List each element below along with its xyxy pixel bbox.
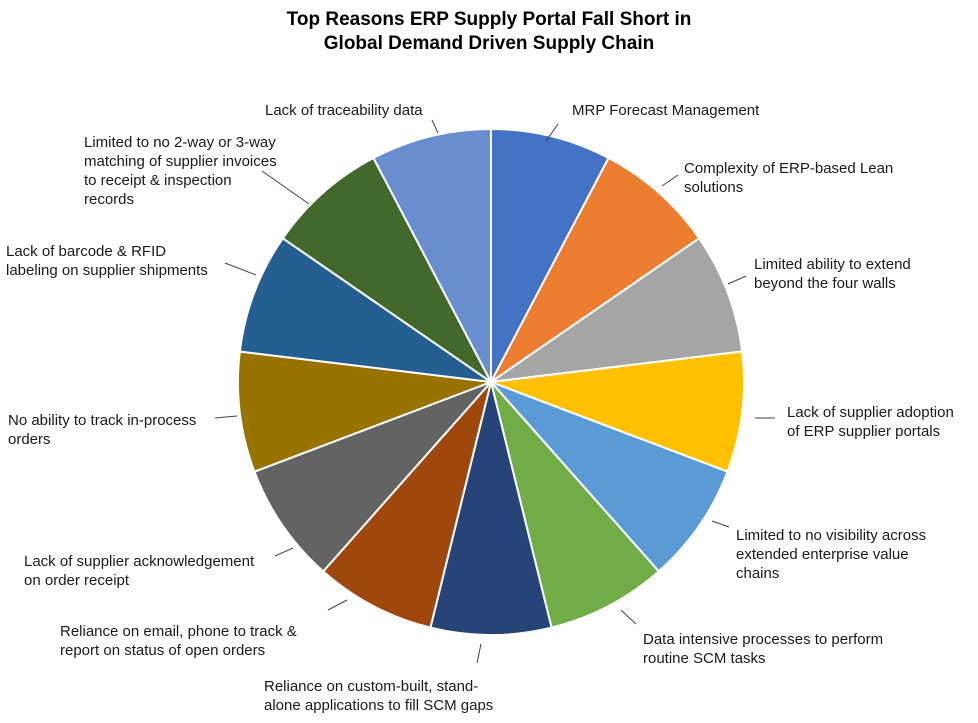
slice-label-line: chains bbox=[736, 565, 779, 582]
slice-label: Lack of supplier acknowledgement on order… bbox=[24, 553, 255, 589]
slice-label: Lack of barcode & RFID labeling on suppli… bbox=[6, 243, 208, 279]
pie-slice bbox=[490, 381, 660, 629]
leader-lines bbox=[214, 119, 775, 664]
slice-label-line: Lack of supplier acknowledgement bbox=[24, 553, 255, 570]
chart-title: Top Reasons ERP Supply Portal Fall Short… bbox=[0, 8, 978, 56]
leader-line bbox=[327, 599, 348, 611]
slice-label-line: Lack of traceability data bbox=[265, 102, 423, 119]
pie-slice bbox=[237, 350, 492, 473]
slice-label-line: Reliance on email, phone to track & bbox=[60, 623, 297, 640]
leader-line bbox=[431, 119, 439, 134]
slice-label-line: Lack of barcode & RFID bbox=[6, 243, 166, 260]
slice-label-line: Limited ability to extend bbox=[754, 256, 911, 273]
slice-label-line: routine SCM tasks bbox=[643, 650, 766, 667]
slice-label: MRP Forecast Management bbox=[572, 102, 760, 119]
slice-label: Reliance on custom-built, stand-alone ap… bbox=[264, 678, 493, 714]
slice-label: Limited to no 2-way or 3-way matching of … bbox=[84, 134, 277, 208]
slice-label-line: No ability to track in-process bbox=[8, 412, 196, 429]
slice-label-line: solutions bbox=[684, 179, 743, 196]
leader-line bbox=[545, 123, 559, 142]
slice-label: Limited ability to extend beyond the four… bbox=[754, 256, 911, 292]
chart-title-line-1: Top Reasons ERP Supply Portal Fall Short… bbox=[286, 9, 692, 30]
pie-slice bbox=[372, 128, 492, 383]
leader-line bbox=[711, 520, 730, 528]
pie-slice bbox=[429, 381, 553, 637]
slice-label-line: matching of supplier invoices bbox=[84, 153, 277, 170]
slice-labels: MRP Forecast Management Complexity of ERP… bbox=[6, 102, 954, 714]
slice-label-line: Lack of supplier adoption bbox=[787, 404, 954, 421]
slice-label-line: to receipt & inspection bbox=[84, 172, 232, 189]
slice-label: Complexity of ERP-based Lean solutions bbox=[684, 160, 893, 196]
slice-label-line: beyond the four walls bbox=[754, 275, 896, 292]
leader-line bbox=[214, 415, 238, 419]
leader-line bbox=[476, 643, 482, 664]
slice-label-line: records bbox=[84, 191, 134, 208]
slice-label-line: report on status of open orders bbox=[60, 642, 265, 659]
slice-label-line: Limited to no 2-way or 3-way bbox=[84, 134, 276, 151]
slice-label-line: labeling on supplier shipments bbox=[6, 262, 208, 279]
leader-line bbox=[224, 262, 257, 276]
leader-line bbox=[261, 170, 310, 205]
slice-label-line: Limited to no visibility across bbox=[736, 527, 926, 544]
slice-label-line: Reliance on custom-built, stand- bbox=[264, 678, 478, 695]
pie-slice bbox=[238, 237, 492, 383]
pie-slice bbox=[490, 350, 745, 473]
slice-label: Reliance on email, phone to track & repor… bbox=[60, 623, 297, 659]
pie-slice bbox=[490, 237, 744, 383]
slice-label-line: MRP Forecast Management bbox=[572, 102, 760, 119]
slice-label: Limited to no visibility across extended … bbox=[736, 527, 926, 582]
leader-line bbox=[274, 547, 294, 557]
pie-slices bbox=[237, 128, 745, 637]
slice-label-line: Data intensive processes to perform bbox=[643, 631, 883, 648]
slice-label-line: orders bbox=[8, 431, 51, 448]
pie-slice bbox=[490, 381, 729, 573]
chart-title-line-2: Global Demand Driven Supply Chain bbox=[323, 33, 655, 54]
slice-label-line: alone applications to fill SCM gaps bbox=[264, 697, 493, 714]
slice-label: Lack of traceability data bbox=[265, 102, 423, 119]
slice-label-line: on order receipt bbox=[24, 572, 130, 589]
leader-line bbox=[620, 609, 637, 625]
pie-slice bbox=[490, 128, 610, 383]
slice-label-line: Complexity of ERP-based Lean bbox=[684, 160, 893, 177]
pie-slice bbox=[490, 156, 701, 383]
slice-label-line: extended enterprise value bbox=[736, 546, 909, 563]
leader-line bbox=[727, 275, 747, 285]
slice-label-line: of ERP supplier portals bbox=[787, 423, 940, 440]
leader-line bbox=[661, 174, 679, 187]
slice-label: Lack of supplier adoption of ERP supplier… bbox=[787, 404, 954, 440]
slice-label: Data intensive processes to perform routi… bbox=[643, 631, 883, 667]
pie-slice bbox=[253, 381, 492, 573]
slice-label: No ability to track in-process orders bbox=[8, 412, 196, 448]
pie-slice bbox=[322, 381, 492, 629]
pie-slice bbox=[281, 156, 492, 383]
